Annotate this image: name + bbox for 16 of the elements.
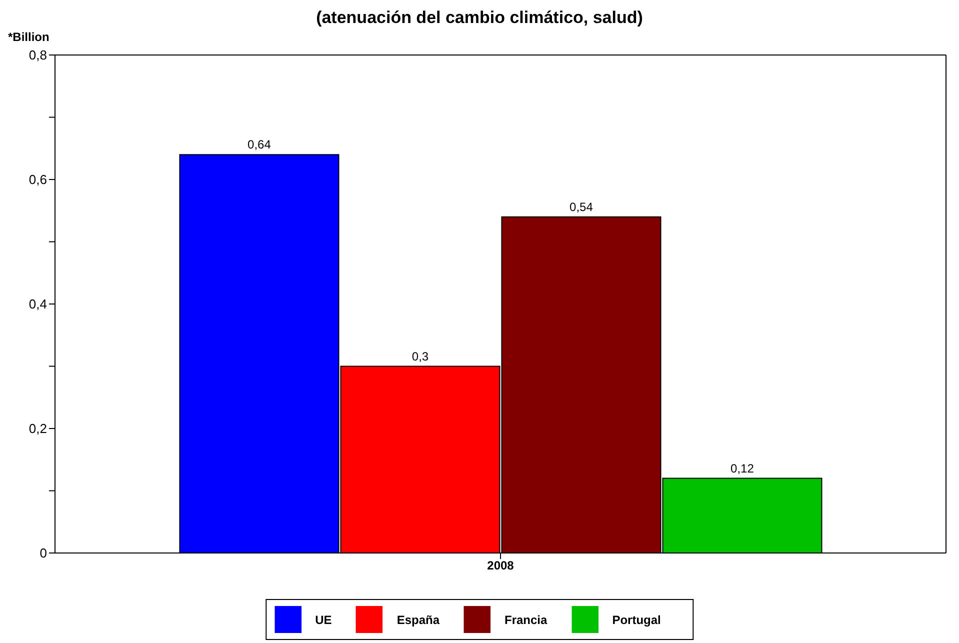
data-label: 0,12 — [730, 461, 754, 476]
x-tick-label: 2008 — [487, 558, 514, 573]
legend-label: UE — [315, 612, 332, 627]
chart-title: (atenuación del cambio climático, salud) — [315, 8, 644, 28]
y-axis-title: *Billion — [8, 30, 50, 44]
y-tick-label: 0,2 — [28, 421, 47, 436]
legend-label: Portugal — [612, 612, 661, 627]
legend-label: España — [396, 612, 440, 627]
legend-label: Francia — [504, 612, 548, 627]
data-label: 0,3 — [412, 349, 429, 364]
y-tick-label: 0 — [40, 546, 47, 561]
y-tick-label: 0,6 — [28, 172, 47, 188]
data-label: 0,54 — [570, 200, 594, 214]
data-label: 0,64 — [248, 138, 272, 152]
y-tick-label: 0,8 — [28, 48, 47, 63]
y-tick-label: 0,4 — [28, 296, 47, 312]
